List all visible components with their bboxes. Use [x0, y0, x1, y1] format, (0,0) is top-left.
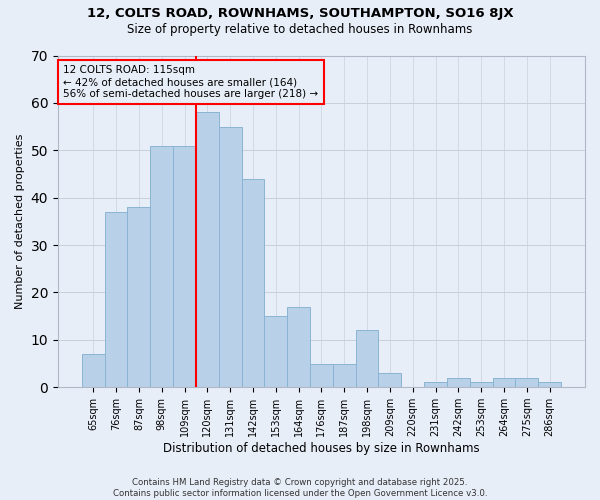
- Text: Size of property relative to detached houses in Rownhams: Size of property relative to detached ho…: [127, 22, 473, 36]
- Bar: [287, 306, 310, 387]
- Bar: [82, 354, 104, 387]
- Bar: [424, 382, 447, 387]
- Bar: [515, 378, 538, 387]
- Bar: [538, 382, 561, 387]
- Bar: [173, 146, 196, 387]
- Text: 12 COLTS ROAD: 115sqm
← 42% of detached houses are smaller (164)
56% of semi-det: 12 COLTS ROAD: 115sqm ← 42% of detached …: [63, 66, 318, 98]
- Bar: [242, 178, 265, 387]
- Bar: [356, 330, 379, 387]
- Bar: [470, 382, 493, 387]
- Y-axis label: Number of detached properties: Number of detached properties: [15, 134, 25, 309]
- Bar: [151, 146, 173, 387]
- Bar: [127, 207, 151, 387]
- Bar: [219, 126, 242, 387]
- Text: Contains HM Land Registry data © Crown copyright and database right 2025.
Contai: Contains HM Land Registry data © Crown c…: [113, 478, 487, 498]
- Bar: [447, 378, 470, 387]
- Bar: [196, 112, 219, 387]
- X-axis label: Distribution of detached houses by size in Rownhams: Distribution of detached houses by size …: [163, 442, 480, 455]
- Bar: [104, 212, 127, 387]
- Bar: [333, 364, 356, 387]
- Bar: [310, 364, 333, 387]
- Bar: [265, 316, 287, 387]
- Text: 12, COLTS ROAD, ROWNHAMS, SOUTHAMPTON, SO16 8JX: 12, COLTS ROAD, ROWNHAMS, SOUTHAMPTON, S…: [86, 8, 514, 20]
- Bar: [379, 373, 401, 387]
- Bar: [493, 378, 515, 387]
